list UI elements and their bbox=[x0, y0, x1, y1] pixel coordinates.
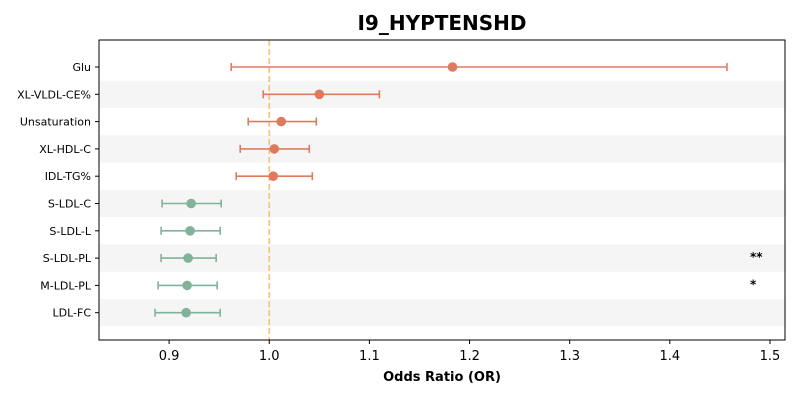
forest-row bbox=[161, 198, 222, 209]
forest-row bbox=[239, 144, 311, 154]
or-point bbox=[181, 307, 191, 318]
forest-row bbox=[262, 89, 381, 100]
or-point bbox=[186, 198, 196, 209]
significance-marker: * bbox=[750, 277, 757, 291]
or-point bbox=[183, 253, 193, 263]
forest-row bbox=[235, 171, 314, 181]
or-point bbox=[276, 116, 287, 127]
plot-frame bbox=[98, 39, 786, 341]
forest-row bbox=[160, 253, 217, 263]
x-tick-label: 1.4 bbox=[659, 349, 680, 364]
or-point bbox=[447, 62, 458, 72]
or-point bbox=[268, 171, 279, 181]
y-tick-label: XL-HDL-C bbox=[39, 143, 91, 156]
y-axis: Glu XL-VLDL-CE% Unsaturation XL-HDL-C IDL-TG… bbox=[17, 61, 99, 320]
significance-marker: ** bbox=[750, 250, 763, 264]
x-axis: 0.9 1.0 1.1 1.2 1.3 1.4 1.5 bbox=[159, 340, 781, 364]
x-tick-label: 1.2 bbox=[459, 349, 480, 364]
forest-row bbox=[157, 280, 218, 291]
x-tick-label: 0.9 bbox=[159, 349, 180, 364]
y-tick-label: M-LDL-PL bbox=[40, 279, 92, 292]
or-point bbox=[314, 89, 325, 100]
data-marks bbox=[154, 62, 728, 318]
chart-title: I9_HYPTENSHD bbox=[357, 11, 526, 35]
x-tick-label: 1.5 bbox=[760, 349, 781, 364]
forest-row bbox=[160, 226, 221, 236]
y-tick-label: S-LDL-L bbox=[49, 225, 91, 238]
y-tick-label: S-LDL-PL bbox=[43, 252, 92, 265]
x-tick-label: 1.3 bbox=[559, 349, 580, 364]
significance-markers: *** bbox=[750, 250, 763, 291]
y-tick-label: Glu bbox=[72, 61, 91, 74]
or-point bbox=[182, 280, 192, 291]
y-tick-label: XL-VLDL-CE% bbox=[17, 88, 91, 101]
forest-row bbox=[247, 116, 318, 127]
y-tick-label: S-LDL-C bbox=[48, 198, 91, 211]
y-tick-label: IDL-TG% bbox=[45, 170, 91, 183]
x-tick-label: 1.1 bbox=[359, 349, 380, 364]
or-point bbox=[185, 226, 195, 236]
y-tick-label: LDL-FC bbox=[52, 307, 91, 320]
or-point bbox=[269, 144, 280, 154]
x-tick-label: 1.0 bbox=[259, 349, 280, 364]
y-tick-label: Unsaturation bbox=[20, 116, 91, 129]
forest-row bbox=[230, 62, 728, 72]
row-stripe bbox=[99, 135, 785, 163]
x-axis-label: Odds Ratio (OR) bbox=[383, 370, 501, 385]
forest-row bbox=[154, 307, 221, 318]
row-stripe bbox=[99, 80, 785, 108]
